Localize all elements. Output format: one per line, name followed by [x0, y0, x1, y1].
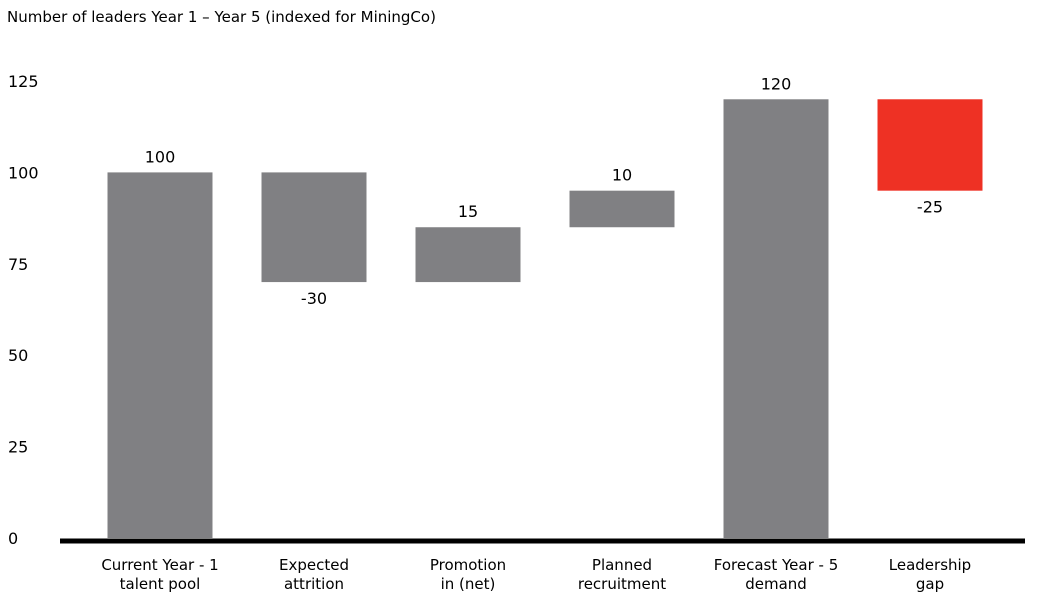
y-tick-label: 125 — [8, 72, 39, 91]
x-category-label: Promotion — [430, 556, 506, 574]
chart-title: Number of leaders Year 1 – Year 5 (index… — [7, 8, 436, 26]
x-category-label: recruitment — [578, 575, 666, 593]
bar — [723, 99, 829, 538]
x-category-label: Leadership — [889, 556, 971, 574]
y-tick-label: 50 — [8, 346, 28, 365]
x-category-label: talent pool — [120, 575, 201, 593]
bar — [415, 227, 521, 283]
data-label: 10 — [612, 166, 632, 185]
x-category-label: Planned — [592, 556, 652, 574]
x-category-label: Current Year - 1 — [101, 556, 218, 574]
bar — [877, 99, 983, 191]
data-label: -25 — [917, 198, 943, 217]
data-label: 100 — [145, 147, 176, 166]
x-category-label: attrition — [284, 575, 344, 593]
x-category-label: in (net) — [441, 575, 496, 593]
data-label: -30 — [301, 289, 327, 308]
y-axis-ticks: 125 100 75 50 25 0 — [8, 72, 39, 548]
y-tick-label: 0 — [8, 529, 18, 548]
data-label: 15 — [458, 202, 478, 221]
data-label: 120 — [761, 74, 792, 93]
bars-group — [107, 99, 983, 538]
y-tick-label: 75 — [8, 255, 28, 274]
bar — [107, 172, 213, 538]
x-category-label: demand — [745, 575, 807, 593]
x-category-label: Expected — [279, 556, 349, 574]
y-tick-label: 25 — [8, 438, 28, 457]
x-category-label: Forecast Year - 5 — [714, 556, 839, 574]
bar — [569, 190, 675, 228]
data-labels: 100 -30 15 10 120 -25 — [145, 74, 943, 308]
y-tick-label: 100 — [8, 163, 39, 182]
bar — [261, 172, 367, 283]
x-category-label: gap — [916, 575, 944, 593]
